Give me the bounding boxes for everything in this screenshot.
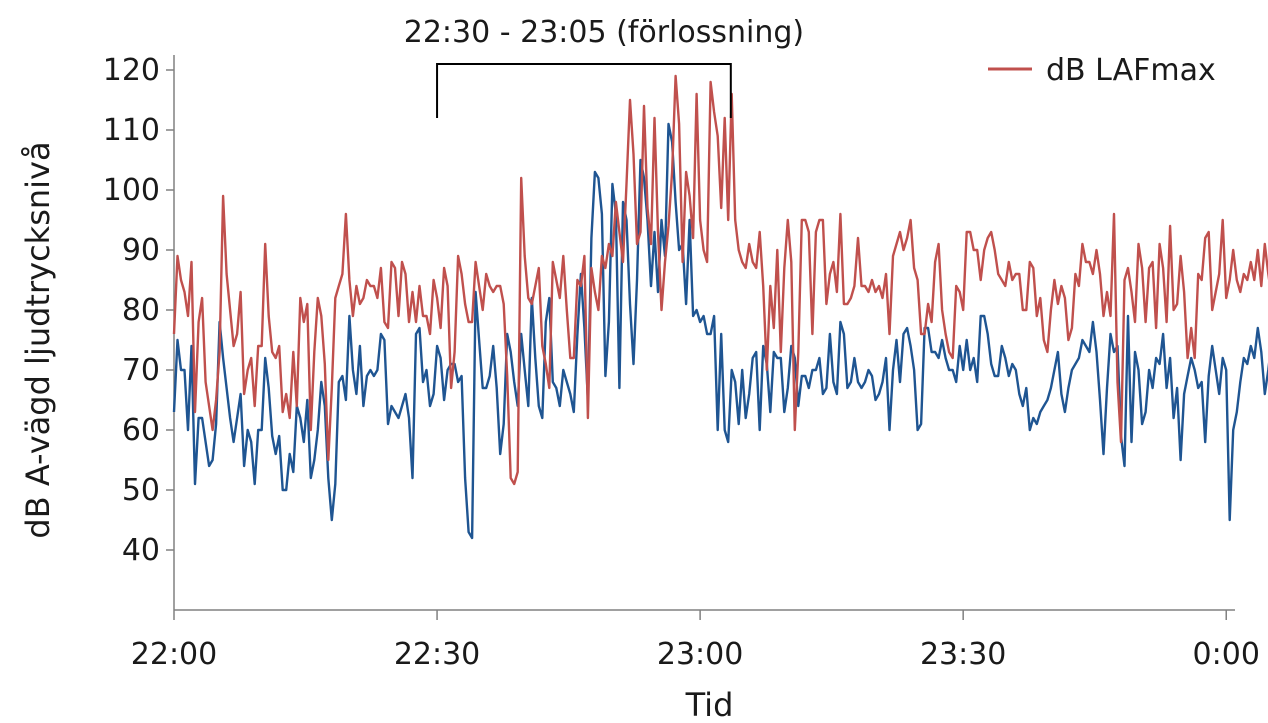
y-tick-label: 80 (122, 293, 160, 328)
x-axis-title: Tid (685, 686, 734, 723)
y-tick-label: 60 (122, 413, 160, 448)
x-tick-label: 23:00 (657, 637, 743, 672)
x-tick-label: 22:00 (131, 637, 217, 672)
x-axis-ticks: 22:00 22:30 23:00 23:30 0:00 (131, 610, 1260, 672)
x-tick-label: 23:30 (920, 637, 1006, 672)
axes: 40 50 60 70 80 90 100 110 120 22:00 22:30 23:00 23:… (103, 53, 1260, 672)
y-tick-label: 40 (122, 533, 160, 568)
y-tick-label: 110 (103, 113, 160, 148)
series-layer (172, 74, 1268, 540)
y-tick-label: 90 (122, 233, 160, 268)
y-tick-label: 100 (103, 173, 160, 208)
x-tick-label: 22:30 (394, 637, 480, 672)
y-tick-label: 120 (103, 53, 160, 88)
y-axis-ticks: 40 50 60 70 80 90 100 110 120 (103, 53, 174, 568)
legend-label-lafmax: dB LAFmax (1046, 53, 1216, 88)
y-tick-label: 50 (122, 473, 160, 508)
series-line-second (172, 122, 1268, 540)
series-line-lafmax (172, 74, 1268, 486)
annotation-bracket (436, 63, 732, 118)
y-axis-title: dB A-vägd ljudtrycksnivå (19, 141, 57, 538)
legend: dB LAFmax (988, 53, 1216, 88)
x-tick-label: 0:00 (1193, 637, 1260, 672)
annotation-label: 22:30 - 23:05 (förlossning) (404, 15, 804, 50)
y-tick-label: 70 (122, 353, 160, 388)
annotation: 22:30 - 23:05 (förlossning) (404, 15, 804, 118)
